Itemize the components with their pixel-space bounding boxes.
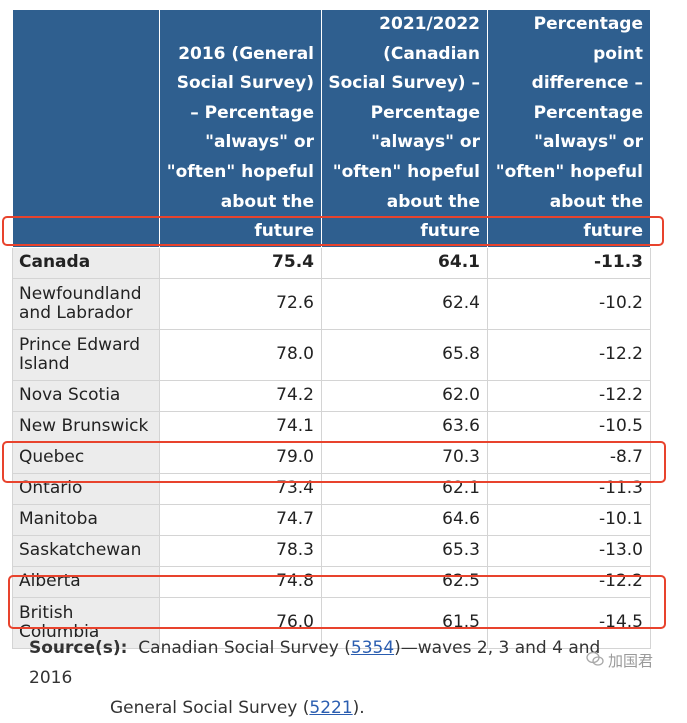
value-diff: -10.5 bbox=[487, 410, 651, 443]
row-label: Saskatchewan bbox=[12, 534, 160, 567]
table-row: Nova Scotia 74.2 62.0 -12.2 bbox=[12, 379, 651, 412]
wechat-icon bbox=[586, 651, 604, 671]
watermark-text: 加国君 bbox=[608, 652, 654, 670]
value-2016: 74.1 bbox=[159, 410, 322, 443]
source-line-1: Source(s): Canadian Social Survey (5354)… bbox=[29, 633, 629, 693]
value-diff: -13.0 bbox=[487, 534, 651, 567]
table-row: Newfoundland and Labrador 72.6 62.4 -10.… bbox=[12, 277, 651, 330]
value-diff: -11.3 bbox=[487, 246, 651, 279]
value-2016: 78.0 bbox=[159, 328, 322, 381]
table-row: Prince Edward Island 78.0 65.8 -12.2 bbox=[12, 328, 651, 381]
value-diff: -12.2 bbox=[487, 379, 651, 412]
table-row: Ontario 73.4 62.1 -11.3 bbox=[12, 472, 651, 505]
table-row: Canada 75.4 64.1 -11.3 bbox=[12, 246, 651, 279]
row-label: Ontario bbox=[12, 472, 160, 505]
survey-link-5221[interactable]: 5221 bbox=[309, 698, 353, 718]
value-2021: 65.3 bbox=[321, 534, 488, 567]
table-row: Manitoba 74.7 64.6 -10.1 bbox=[12, 503, 651, 536]
header-row: 2016 (General Social Survey) – Percentag… bbox=[12, 9, 651, 248]
table-row: Alberta 74.8 62.5 -12.2 bbox=[12, 565, 651, 598]
value-2021: 62.0 bbox=[321, 379, 488, 412]
value-2016: 75.4 bbox=[159, 246, 322, 279]
row-label: Manitoba bbox=[12, 503, 160, 536]
value-diff: -12.2 bbox=[487, 328, 651, 381]
hope-table: 2016 (General Social Survey) – Percentag… bbox=[12, 9, 651, 649]
source-text: )—waves 2, 3 and 4 and 2016 bbox=[29, 638, 601, 688]
row-label: New Brunswick bbox=[12, 410, 160, 443]
row-label: Alberta bbox=[12, 565, 160, 598]
header-2016: 2016 (General Social Survey) – Percentag… bbox=[159, 9, 322, 248]
value-2016: 74.2 bbox=[159, 379, 322, 412]
row-label: Prince Edward Island bbox=[12, 328, 160, 381]
row-label: Canada bbox=[12, 246, 160, 279]
table-row: New Brunswick 74.1 63.6 -10.5 bbox=[12, 410, 651, 443]
table-row: Saskatchewan 78.3 65.3 -13.0 bbox=[12, 534, 651, 567]
source-line-2: General Social Survey (5221). bbox=[29, 693, 629, 723]
value-2021: 63.6 bbox=[321, 410, 488, 443]
highlight-ontario bbox=[2, 441, 666, 483]
data-table-container: 2016 (General Social Survey) – Percentag… bbox=[12, 9, 651, 649]
row-label: Newfoundland and Labrador bbox=[12, 277, 160, 330]
row-label: British Columbia bbox=[12, 596, 160, 649]
watermark: 加国君 bbox=[586, 650, 653, 671]
survey-link-5354[interactable]: 5354 bbox=[350, 638, 395, 658]
source-label: Source(s): bbox=[29, 638, 128, 658]
value-2016: 72.6 bbox=[159, 277, 322, 330]
value-diff: -12.2 bbox=[487, 565, 651, 598]
row-label: Quebec bbox=[12, 441, 160, 474]
value-2021: 64.6 bbox=[321, 503, 488, 536]
value-diff: -11.3 bbox=[487, 472, 651, 505]
value-2021: 62.5 bbox=[321, 565, 488, 598]
value-diff: -10.1 bbox=[487, 503, 651, 536]
value-2016: 73.4 bbox=[159, 472, 322, 505]
value-2021: 65.8 bbox=[321, 328, 488, 381]
source-text: Canadian Social Survey ( bbox=[138, 638, 351, 658]
value-2016: 74.7 bbox=[159, 503, 322, 536]
value-diff: -10.2 bbox=[487, 277, 651, 330]
source-text: General Social Survey ( bbox=[110, 698, 310, 718]
value-2016: 78.3 bbox=[159, 534, 322, 567]
value-2021: 62.1 bbox=[321, 472, 488, 505]
source-note: Source(s): Canadian Social Survey (5354)… bbox=[29, 633, 629, 723]
source-text: ). bbox=[352, 698, 365, 718]
highlight-british-columbia bbox=[8, 575, 666, 629]
row-label: Nova Scotia bbox=[12, 379, 160, 412]
table-row: Quebec 79.0 70.3 -8.7 bbox=[12, 441, 651, 474]
value-2021: 70.3 bbox=[321, 441, 488, 474]
value-2021: 64.1 bbox=[321, 246, 488, 279]
header-difference: Percentage point difference – Percentage… bbox=[487, 9, 651, 248]
value-2016: 79.0 bbox=[159, 441, 322, 474]
header-stub bbox=[12, 9, 160, 248]
header-2021-2022: 2021/2022 (Canadian Social Survey) – Per… bbox=[321, 9, 488, 248]
value-2016: 76.0 bbox=[159, 596, 322, 649]
highlight-canada bbox=[2, 216, 664, 246]
value-2021: 62.4 bbox=[321, 277, 488, 330]
